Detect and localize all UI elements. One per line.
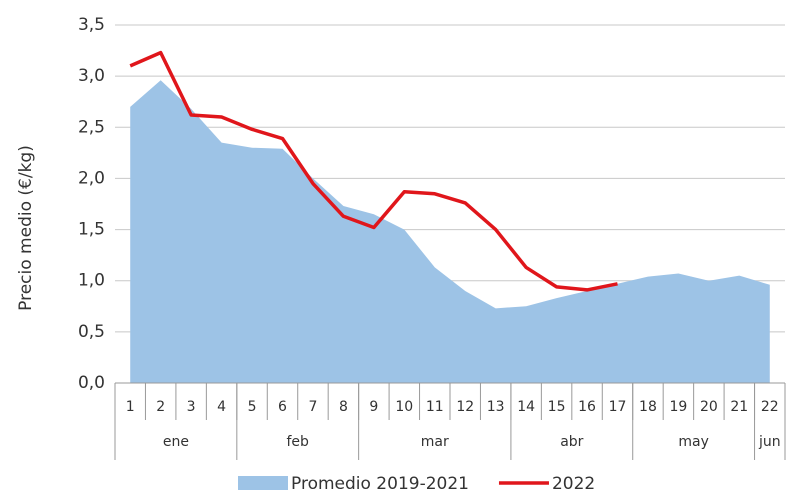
x-tick-label: 3: [187, 399, 196, 415]
group-label: abr: [560, 434, 583, 450]
x-tick-label: 4: [217, 399, 226, 415]
x-tick-label: 14: [517, 399, 535, 415]
y-tick-label: 1,0: [78, 271, 105, 291]
y-tick-label: 3,5: [78, 15, 105, 35]
y-tick-label: 1,5: [78, 220, 105, 240]
group-label: may: [678, 434, 709, 450]
x-tick-label: 1: [126, 399, 135, 415]
line: [129, 50, 618, 292]
x-tick-label: 17: [609, 399, 627, 415]
x-tick-label: 20: [700, 399, 718, 415]
x-tick-label: 19: [669, 399, 687, 415]
group-label: jun: [758, 434, 781, 450]
legend-swatch: [238, 476, 288, 490]
x-tick-label: 12: [456, 399, 474, 415]
group-label: mar: [421, 434, 449, 450]
group-label: feb: [287, 434, 310, 450]
x-tick-label: 16: [578, 399, 596, 415]
x-tick-label: 21: [730, 399, 748, 415]
x-tick-label: 15: [548, 399, 566, 415]
x-tick-label: 2: [156, 399, 165, 415]
y-tick-label: 3,0: [78, 66, 105, 86]
x-tick-label: 9: [369, 399, 378, 415]
y-tick-label: 0,0: [78, 373, 105, 393]
x-tick-label: 8: [339, 399, 348, 415]
x-tick-label: 22: [761, 399, 779, 415]
x-tick-label: 7: [308, 399, 317, 415]
y-tick-label: 2,0: [78, 168, 105, 188]
x-tick-label: 13: [487, 399, 505, 415]
group-label: ene: [163, 434, 189, 450]
x-tick-label: 11: [426, 399, 444, 415]
legend-label: Promedio 2019-2021: [291, 474, 469, 494]
area: [130, 80, 770, 383]
x-tick-label: 18: [639, 399, 657, 415]
x-tick-label: 6: [278, 399, 287, 415]
y-axis-label: Precio medio (€/kg): [16, 145, 36, 311]
legend-label: 2022: [552, 474, 595, 494]
y-tick-label: 2,5: [78, 117, 105, 137]
x-tick-label: 10: [395, 399, 413, 415]
y-tick-label: 0,5: [78, 322, 105, 342]
x-tick-label: 5: [248, 399, 257, 415]
